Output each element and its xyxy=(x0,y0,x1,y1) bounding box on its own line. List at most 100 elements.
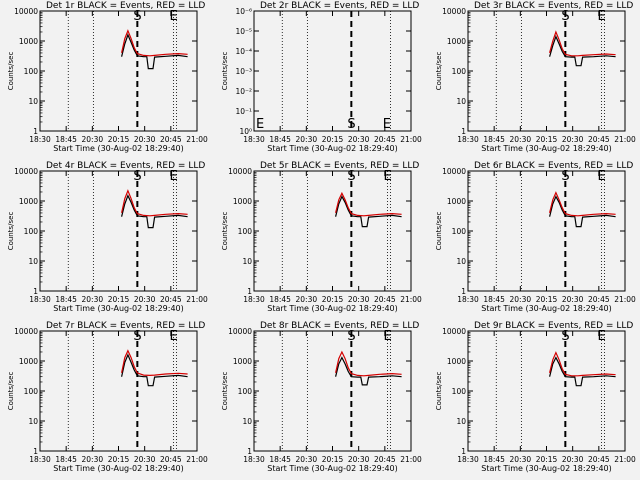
y-axis-label: Counts/sec xyxy=(435,372,443,411)
chart-panel-8: Det 8r BLACK = Events, RED = LLD 1 10 100 10… xyxy=(221,321,422,473)
x-tick-label: 20:15 xyxy=(536,135,558,144)
x-tick-label: 20:30 xyxy=(134,455,156,464)
x-tick-label: 18:45 xyxy=(483,135,505,144)
x-tick-label: 20:45 xyxy=(160,135,182,144)
series-line-events xyxy=(121,353,188,387)
x-axis-label: Start Time (30-Aug-02 18:29:40) xyxy=(267,144,398,153)
y-axis-label: Counts/sec xyxy=(221,212,229,251)
y-tick-label: 1 xyxy=(247,447,252,456)
y-tick-label: 1000 xyxy=(19,37,38,46)
y-tick-label: 1 xyxy=(461,127,466,136)
chart-title: Det 7r BLACK = Events, RED = LLD xyxy=(46,321,205,331)
y-tick-label: 10 xyxy=(242,417,252,426)
x-tick-label: 18:45 xyxy=(483,295,505,304)
x-axis-label: Start Time (30-Aug-02 18:29:40) xyxy=(481,304,612,313)
chart-panel-4: Det 4r BLACK = Events, RED = LLD 1 10 100 10… xyxy=(7,161,208,313)
y-tick-label: 10 xyxy=(456,417,466,426)
x-tick-label: 21:00 xyxy=(614,455,636,464)
y-tick-label: 10⁻⁵ xyxy=(235,27,252,36)
series-line-lld xyxy=(335,191,402,217)
y-tick-label: 100 xyxy=(238,387,253,396)
x-tick-label: 18:30 xyxy=(243,295,265,304)
x-tick-label: 21:00 xyxy=(186,455,208,464)
y-tick-label: 10 xyxy=(456,97,466,106)
y-tick-label: 1 xyxy=(461,287,466,296)
y-tick-label: 10⁰ xyxy=(239,127,252,136)
x-tick-label: 20:30 xyxy=(296,295,318,304)
x-tick-label: 18:30 xyxy=(243,455,265,464)
x-tick-label: 18:30 xyxy=(457,135,479,144)
x-axis-label: Start Time (30-Aug-02 18:29:40) xyxy=(267,304,398,313)
y-tick-label: 10000 xyxy=(228,327,252,336)
chart-title: Det 9r BLACK = Events, RED = LLD xyxy=(474,321,633,331)
x-tick-label: 21:00 xyxy=(400,455,422,464)
y-tick-label: 100 xyxy=(452,227,467,236)
marker-label-s: S xyxy=(561,9,569,24)
y-tick-label: 1000 xyxy=(233,357,252,366)
series-line-lld xyxy=(549,30,616,57)
marker-label-s: S xyxy=(347,329,355,344)
y-tick-label: 10 xyxy=(28,97,38,106)
x-tick-label: 20:45 xyxy=(588,135,610,144)
x-tick-label: 20:30 xyxy=(82,295,104,304)
x-tick-label: 20:45 xyxy=(374,455,396,464)
chart-panel-5: Det 5r BLACK = Events, RED = LLD 1 10 100 10… xyxy=(221,161,422,313)
y-tick-label: 100 xyxy=(238,227,253,236)
x-tick-label: 20:30 xyxy=(510,295,532,304)
x-tick-label: 20:30 xyxy=(348,455,370,464)
y-tick-label: 10000 xyxy=(442,167,466,176)
x-tick-label: 18:30 xyxy=(243,135,265,144)
x-tick-label: 20:15 xyxy=(322,135,344,144)
x-tick-label: 18:45 xyxy=(55,295,77,304)
y-tick-label: 100 xyxy=(24,67,39,76)
marker-label-e: E xyxy=(383,169,391,184)
y-tick-label: 1 xyxy=(33,287,38,296)
x-tick-label: 20:30 xyxy=(82,135,104,144)
series-line-lld xyxy=(335,350,402,377)
y-axis-label: Counts/sec xyxy=(7,212,15,251)
y-tick-label: 1000 xyxy=(19,357,38,366)
y-tick-label: 10 xyxy=(456,257,466,266)
y-tick-label: 10000 xyxy=(14,327,38,336)
x-tick-label: 20:30 xyxy=(562,135,584,144)
series-line-lld xyxy=(121,29,188,57)
x-tick-label: 20:30 xyxy=(348,295,370,304)
marker-label-s: S xyxy=(561,169,569,184)
x-tick-label: 20:45 xyxy=(374,295,396,304)
chart-panel-3: Det 3r BLACK = Events, RED = LLD 1 10 100 10… xyxy=(435,1,636,153)
y-tick-label: 100 xyxy=(452,387,467,396)
x-tick-label: 20:30 xyxy=(510,135,532,144)
marker-label-e: E xyxy=(256,117,264,132)
x-axis-label: Start Time (30-Aug-02 18:29:40) xyxy=(481,464,612,473)
y-tick-label: 10⁻¹ xyxy=(235,107,252,116)
chart-title: Det 6r BLACK = Events, RED = LLD xyxy=(474,161,633,171)
y-axis-label: Counts/sec xyxy=(221,52,229,91)
x-tick-label: 20:45 xyxy=(588,295,610,304)
y-tick-label: 1 xyxy=(33,127,38,136)
x-tick-label: 20:30 xyxy=(82,455,104,464)
x-axis-label: Start Time (30-Aug-02 18:29:40) xyxy=(267,464,398,473)
x-tick-label: 20:45 xyxy=(588,455,610,464)
x-tick-label: 20:15 xyxy=(322,295,344,304)
x-tick-label: 18:30 xyxy=(29,295,51,304)
chart-title: Det 4r BLACK = Events, RED = LLD xyxy=(46,161,205,171)
x-tick-label: 18:45 xyxy=(269,455,291,464)
series-line-lld xyxy=(121,349,188,377)
y-tick-label: 1000 xyxy=(447,357,466,366)
x-tick-label: 20:45 xyxy=(160,455,182,464)
chart-title: Det 8r BLACK = Events, RED = LLD xyxy=(260,321,419,331)
chart-title: Det 3r BLACK = Events, RED = LLD xyxy=(474,1,633,11)
x-tick-label: 18:30 xyxy=(29,455,51,464)
chart-title: Det 2r BLACK = Events, RED = LLD xyxy=(260,1,419,11)
series-line-events xyxy=(549,195,616,228)
y-axis-label: Counts/sec xyxy=(435,212,443,251)
marker-label-e: E xyxy=(383,329,391,344)
x-tick-label: 21:00 xyxy=(400,135,422,144)
y-tick-label: 10⁻⁴ xyxy=(235,47,252,56)
x-tick-label: 20:15 xyxy=(108,455,130,464)
x-tick-label: 20:15 xyxy=(322,455,344,464)
x-tick-label: 20:45 xyxy=(160,295,182,304)
marker-label-s: S xyxy=(133,329,141,344)
y-tick-label: 1000 xyxy=(19,197,38,206)
